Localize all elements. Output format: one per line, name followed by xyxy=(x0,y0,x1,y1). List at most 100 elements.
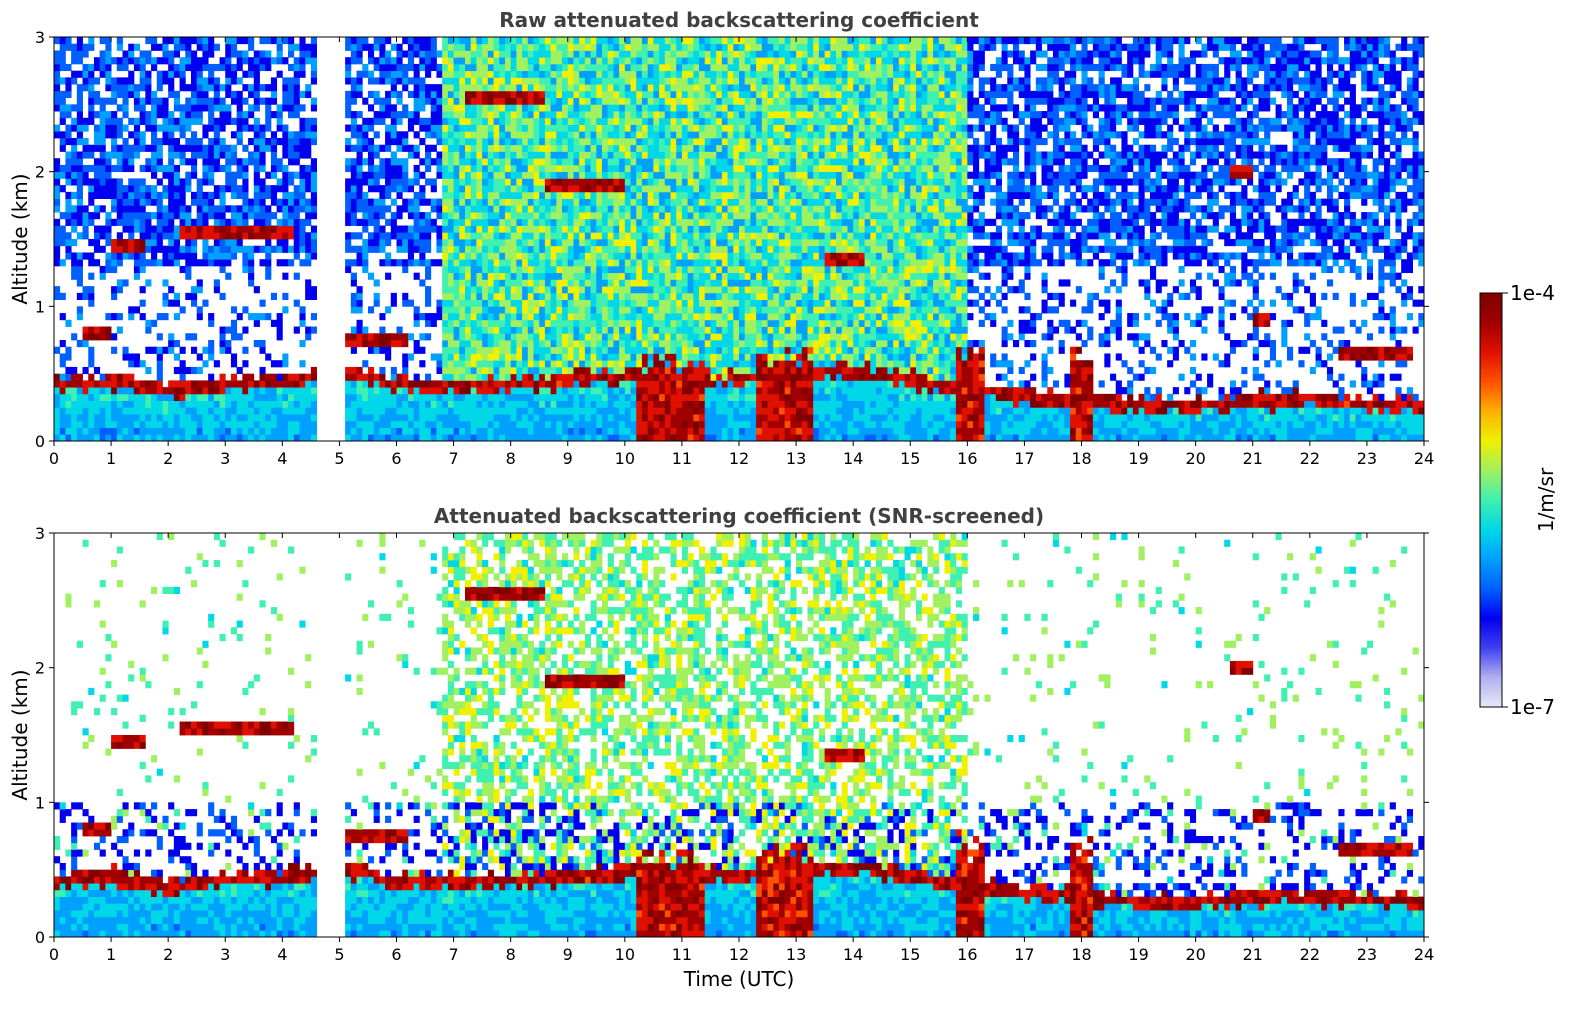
heatmap-cell xyxy=(236,225,243,233)
heatmap-cell xyxy=(482,117,489,125)
heatmap-cell xyxy=(510,37,517,45)
heatmap-cell xyxy=(556,50,563,58)
heatmap-cell xyxy=(65,380,72,388)
heatmap-cell xyxy=(168,259,175,267)
heatmap-cell xyxy=(208,111,215,119)
heatmap-cell xyxy=(196,57,203,65)
heatmap-cell xyxy=(510,265,517,274)
heatmap-cell xyxy=(196,313,203,321)
heatmap-cell xyxy=(539,245,546,253)
heatmap-cell xyxy=(299,239,306,247)
heatmap-cell xyxy=(299,225,306,233)
heatmap-cell xyxy=(482,212,489,220)
heatmap-cell xyxy=(544,77,552,85)
heatmap-cell xyxy=(350,131,357,139)
heatmap-cell xyxy=(670,158,677,166)
heatmap-cell xyxy=(619,144,626,152)
heatmap-cell xyxy=(390,407,397,415)
heatmap-cell xyxy=(447,414,454,422)
heatmap-cell xyxy=(385,306,392,314)
heatmap-cell xyxy=(54,434,61,441)
heatmap-cell xyxy=(145,434,152,441)
heatmap-cell xyxy=(504,117,512,125)
heatmap-cell xyxy=(573,212,580,220)
heatmap-cell xyxy=(544,90,552,98)
heatmap-cell xyxy=(65,104,72,112)
heatmap-cell xyxy=(105,252,112,260)
heatmap-cell xyxy=(550,124,557,132)
heatmap-cell xyxy=(442,84,449,92)
heatmap-cell xyxy=(453,245,460,253)
heatmap-cell xyxy=(516,360,523,368)
heatmap-cell xyxy=(624,191,631,199)
heatmap-cell xyxy=(442,151,449,159)
heatmap-cell xyxy=(71,171,78,179)
heatmap-cell xyxy=(65,43,72,51)
heatmap-cell xyxy=(122,393,129,401)
heatmap-cell xyxy=(156,77,163,85)
heatmap-cell xyxy=(230,37,238,45)
heatmap-cell xyxy=(276,37,283,45)
heatmap-cell xyxy=(447,393,454,401)
heatmap-cell xyxy=(407,111,415,119)
heatmap-cell xyxy=(65,124,72,132)
heatmap-cell xyxy=(413,306,420,314)
heatmap-cell xyxy=(539,212,546,220)
heatmap-cell xyxy=(185,104,192,112)
heatmap-cell xyxy=(533,299,540,307)
heatmap-cell xyxy=(248,104,255,112)
heatmap-cell xyxy=(544,178,552,186)
heatmap-cell xyxy=(71,77,78,85)
heatmap-cell xyxy=(99,37,106,45)
heatmap-cell xyxy=(367,77,375,85)
heatmap-cell xyxy=(522,265,529,274)
heatmap-cell xyxy=(236,407,243,415)
heatmap-cell xyxy=(670,286,677,294)
heatmap-cell xyxy=(133,205,141,213)
heatmap-cell xyxy=(282,218,289,226)
heatmap-cell xyxy=(373,407,380,415)
heatmap-cell xyxy=(482,218,489,226)
heatmap-cell xyxy=(527,313,534,321)
heatmap-cell xyxy=(402,232,409,240)
heatmap-cell xyxy=(567,158,574,166)
heatmap-cell xyxy=(230,225,238,233)
heatmap-cell xyxy=(76,97,83,105)
heatmap-cell xyxy=(356,131,363,139)
heatmap-cell xyxy=(584,340,591,348)
heatmap-cell xyxy=(116,104,123,112)
heatmap-cell xyxy=(596,387,603,395)
heatmap-cell xyxy=(510,70,517,78)
heatmap-cell xyxy=(630,198,637,206)
heatmap-cell xyxy=(76,340,83,348)
heatmap-cell xyxy=(116,393,123,401)
heatmap-cell xyxy=(602,144,609,152)
heatmap-cell xyxy=(299,245,306,253)
heatmap-cell xyxy=(619,286,626,294)
heatmap-cell xyxy=(607,63,614,72)
heatmap-cell xyxy=(493,185,500,193)
heatmap-cell xyxy=(99,191,106,199)
heatmap-cell xyxy=(539,131,546,139)
heatmap-cell xyxy=(362,373,369,381)
heatmap-cell xyxy=(248,265,255,274)
heatmap-cell xyxy=(504,205,512,213)
heatmap-cell xyxy=(425,427,432,435)
heatmap-cell xyxy=(196,198,203,206)
heatmap-cell xyxy=(562,138,569,146)
heatmap-cell xyxy=(562,218,569,226)
heatmap-cell xyxy=(579,326,586,334)
heatmap-cell xyxy=(356,245,363,253)
heatmap-cell xyxy=(596,97,603,105)
heatmap-cell xyxy=(253,84,260,92)
heatmap-cell xyxy=(590,218,597,226)
heatmap-cell xyxy=(396,158,403,166)
heatmap-cell xyxy=(396,245,403,253)
heatmap-cell xyxy=(88,239,95,247)
heatmap-cell xyxy=(510,205,517,213)
heatmap-cell xyxy=(539,414,546,422)
heatmap-cell xyxy=(636,205,643,213)
heatmap-cell xyxy=(653,50,660,58)
heatmap-cell xyxy=(162,50,169,58)
heatmap-cell xyxy=(305,138,312,146)
